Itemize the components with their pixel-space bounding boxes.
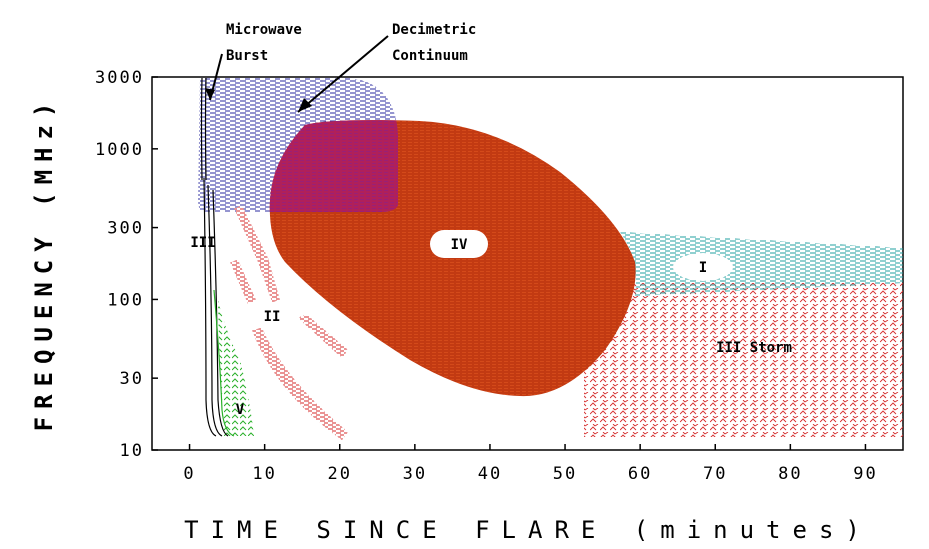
y-tick-label: 1000 xyxy=(95,140,144,160)
y-tick-label: 10 xyxy=(120,441,144,461)
label-decimetric: Decimetric xyxy=(392,22,476,38)
x-tick-label: 70 xyxy=(703,464,727,484)
label-burst: Burst xyxy=(226,48,268,64)
type-iii-line-2 xyxy=(207,184,223,437)
y-axis-title: FREQUENCY (MHz) xyxy=(30,95,58,432)
decimetric-arrow xyxy=(297,35,389,113)
y-axis-ticks: 10 30 100 300 1000 3000 xyxy=(95,68,158,461)
type-i-label-bubble xyxy=(673,253,733,281)
label-type-iii: III xyxy=(190,235,215,251)
label-type-i: I xyxy=(699,260,707,276)
label-type-ii: II xyxy=(264,309,281,325)
microwave-arrow xyxy=(205,53,223,101)
type-ii-band-4 xyxy=(252,328,348,440)
type-v-region xyxy=(218,300,254,436)
label-microwave: Microwave xyxy=(226,22,302,38)
y-tick-label: 100 xyxy=(107,290,144,310)
label-type-iii-storm: III Storm xyxy=(716,340,792,356)
x-tick-label: 20 xyxy=(328,464,352,484)
label-type-v: V xyxy=(236,402,245,418)
label-continuum: Continuum xyxy=(392,48,468,64)
type-ii-band-3 xyxy=(298,314,348,358)
x-tick-label: 10 xyxy=(252,464,276,484)
type-i-region xyxy=(620,232,903,296)
type-iv-label-bubble xyxy=(430,230,488,258)
type-ii-band-1 xyxy=(234,206,280,302)
x-axis-ticks: 0 10 20 30 40 50 60 70 80 90 xyxy=(183,444,877,484)
microwave-burst-line-2 xyxy=(204,77,207,181)
y-tick-label: 300 xyxy=(107,219,144,239)
y-tick-label: 3000 xyxy=(95,68,144,88)
x-tick-label: 80 xyxy=(778,464,802,484)
x-tick-label: 90 xyxy=(853,464,877,484)
microwave-burst-line-1 xyxy=(200,77,203,181)
x-tick-label: 60 xyxy=(628,464,652,484)
x-tick-label: 50 xyxy=(553,464,577,484)
type-iii-line-3 xyxy=(212,189,229,437)
overlap-region xyxy=(269,120,398,212)
x-axis-title: TIME SINCE FLARE (minutes) xyxy=(184,516,872,544)
x-tick-label: 40 xyxy=(478,464,502,484)
x-tick-label: 30 xyxy=(403,464,427,484)
type-iii-line-green xyxy=(213,289,235,437)
y-tick-label: 30 xyxy=(120,369,144,389)
x-tick-label: 0 xyxy=(183,464,195,484)
type-iii-storm-region xyxy=(584,283,903,437)
type-ii-band-2 xyxy=(230,260,256,304)
type-iii-line-1 xyxy=(203,177,217,437)
label-type-iv: IV xyxy=(451,237,468,253)
